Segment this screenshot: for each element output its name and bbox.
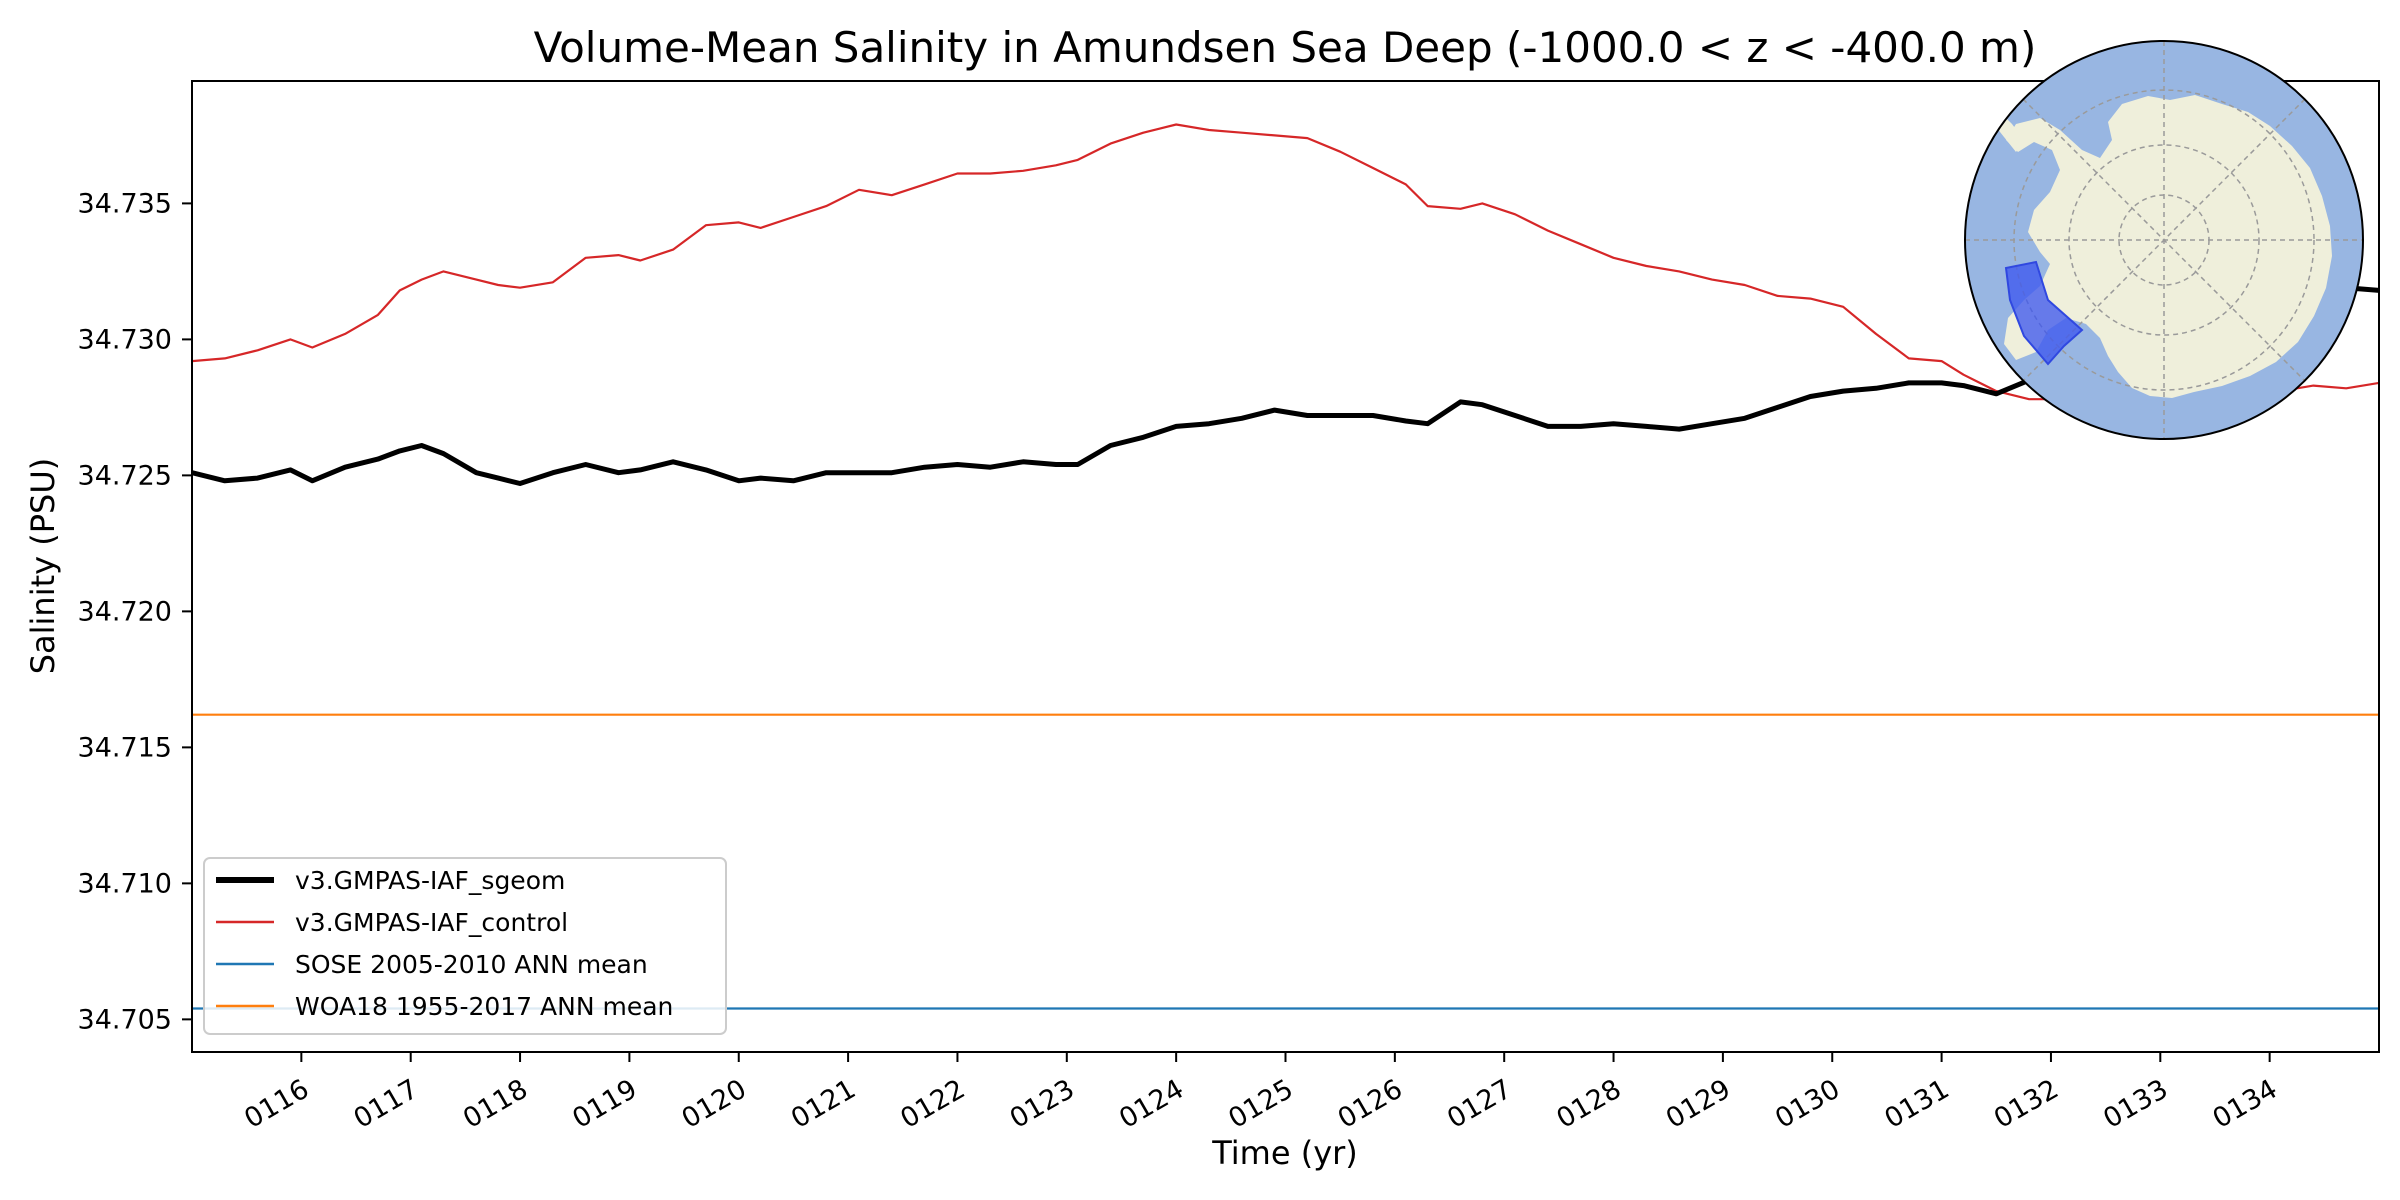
- series-line-0: [192, 285, 2379, 486]
- graticule: [1965, 41, 2363, 439]
- x-tick-label: 0132: [1989, 1074, 2064, 1135]
- x-tick-label: 0123: [1005, 1074, 1080, 1135]
- x-tick-label: 0122: [895, 1074, 970, 1135]
- x-tick-label: 0130: [1770, 1074, 1845, 1135]
- x-tick-label: 0129: [1661, 1074, 1736, 1135]
- y-tick-label: 34.715: [78, 732, 172, 763]
- y-axis: 34.705 34.710 34.715 34.720 34.725 34.730 34.7…: [78, 188, 192, 1035]
- x-axis: 0116 0117 0118 0119 0120 0121 0122 0123 0124 0125…: [239, 1052, 2283, 1135]
- chart-title: Volume-Mean Salinity in Amundsen Sea Dee…: [534, 23, 2037, 72]
- y-tick-label: 34.725: [78, 460, 172, 491]
- x-tick-label: 0131: [1880, 1074, 1955, 1135]
- x-tick-label: 0133: [2098, 1074, 2173, 1135]
- x-tick-label: 0121: [786, 1074, 861, 1135]
- y-axis-label: Salinity (PSU): [24, 458, 62, 675]
- x-tick-label: 0125: [1223, 1074, 1298, 1135]
- x-tick-label: 0134: [2208, 1074, 2283, 1135]
- legend-label-woa18: WOA18 1955-2017 ANN mean: [295, 992, 673, 1021]
- y-tick-label: 34.730: [78, 324, 172, 355]
- legend-label-sgeom: v3.GMPAS-IAF_sgeom: [295, 866, 565, 895]
- x-tick-label: 0119: [567, 1074, 642, 1135]
- amundsen-sea-region: [2004, 260, 2084, 366]
- legend-box: [203, 857, 727, 1035]
- y-tick-label: 34.705: [78, 1004, 172, 1035]
- x-axis-label: Time (yr): [1211, 1134, 1358, 1172]
- x-tick-label: 0126: [1333, 1074, 1408, 1135]
- x-tick-label: 0124: [1114, 1074, 1189, 1135]
- y-tick-label: 34.720: [78, 596, 172, 627]
- x-tick-label: 0128: [1551, 1074, 1626, 1135]
- y-tick-label: 34.735: [78, 188, 172, 219]
- series-layer: [192, 123, 2379, 1010]
- legend: v3.GMPAS-IAF_sgeom v3.GMPAS-IAF_control …: [203, 857, 727, 1035]
- antarctica-inset-map: [1964, 40, 2364, 440]
- legend-label-control: v3.GMPAS-IAF_control: [295, 908, 568, 937]
- antarctica-landmass: [2004, 95, 2332, 398]
- x-tick-label: 0120: [677, 1074, 752, 1135]
- x-tick-label: 0127: [1442, 1074, 1517, 1135]
- x-tick-label: 0116: [239, 1074, 314, 1135]
- legend-label-sose: SOSE 2005-2010 ANN mean: [295, 950, 648, 979]
- x-tick-label: 0118: [458, 1074, 533, 1135]
- globe-outline: [1964, 40, 2364, 440]
- y-tick-label: 34.710: [78, 868, 172, 899]
- x-tick-label: 0117: [349, 1074, 424, 1135]
